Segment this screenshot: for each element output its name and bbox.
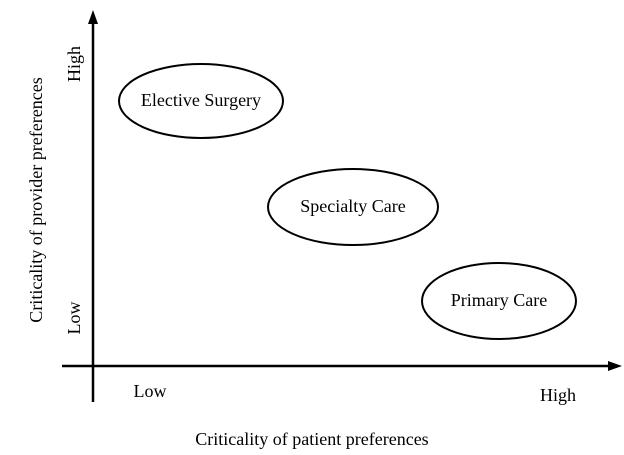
node-label: Specialty Care [300, 196, 405, 216]
node-ellipse [267, 168, 439, 246]
x-axis-arrow [608, 361, 622, 371]
y-axis-arrow [88, 10, 98, 24]
x-axis-title: Criticality of patient preferences [195, 429, 428, 449]
y-high-label: High [64, 46, 84, 82]
x-low-label: Low [134, 381, 167, 401]
node-ellipse [421, 262, 577, 340]
y-axis-title: Criticality of provider preferences [26, 77, 46, 322]
x-high-label: High [540, 385, 576, 405]
node-label: Primary Care [451, 290, 547, 310]
y-low-label: Low [64, 302, 84, 335]
node-ellipse [118, 63, 284, 139]
node-label: Elective Surgery [141, 90, 261, 110]
